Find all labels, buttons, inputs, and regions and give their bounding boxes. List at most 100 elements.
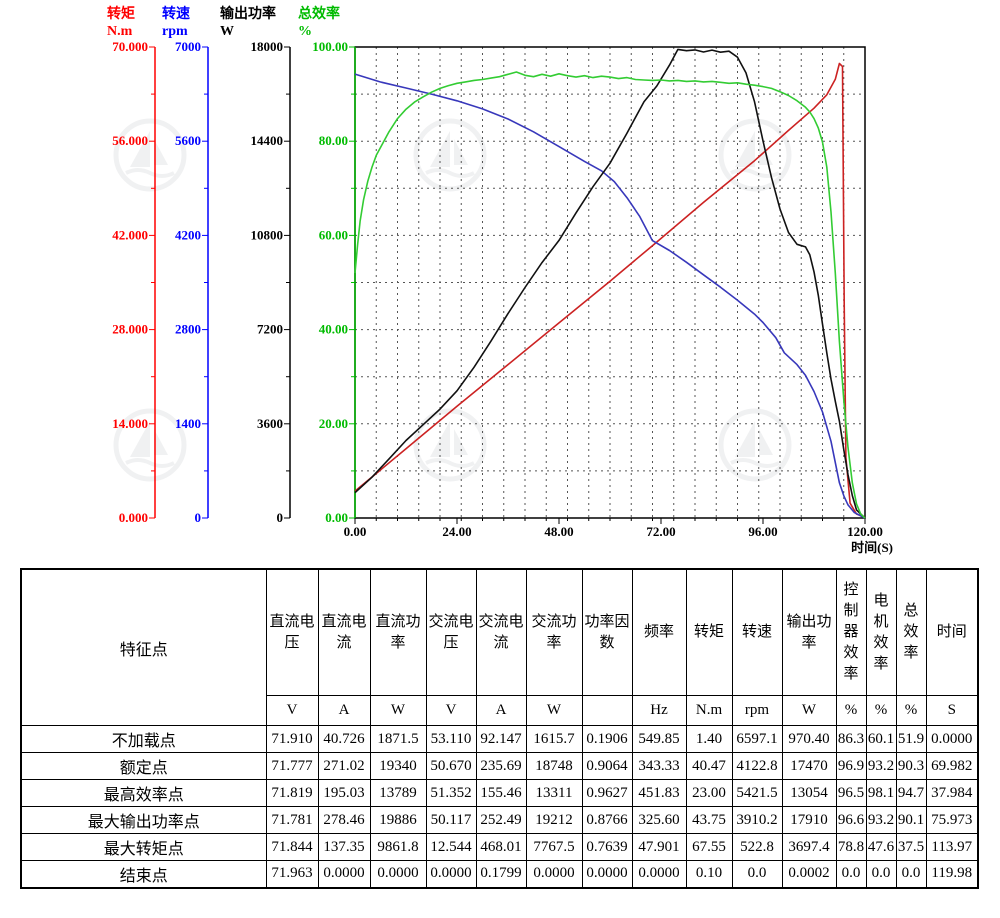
y-tick-label: 2800 <box>175 322 201 337</box>
column-header: 总效率 <box>895 568 927 696</box>
column-unit: % <box>895 695 927 726</box>
value-cell: 47.6 <box>865 833 897 861</box>
row-label: 额定点 <box>20 752 267 780</box>
value-cell: 51.9 <box>895 725 927 753</box>
value-cell: 37.984 <box>925 779 979 807</box>
column-header: 直流功率 <box>369 568 427 696</box>
value-cell: 271.02 <box>317 752 371 780</box>
table-row: 最高效率点 71.819 195.03 13789 51.352 155.46 13311 0… <box>20 779 979 807</box>
output-power-axis-unit: W <box>220 24 234 39</box>
value-cell: 98.1 <box>865 779 897 807</box>
value-cell: 93.2 <box>865 752 897 780</box>
value-cell: 9861.8 <box>369 833 427 861</box>
value-cell: 1615.7 <box>525 725 583 753</box>
value-cell: 3697.4 <box>781 833 837 861</box>
value-cell: 92.147 <box>475 725 527 753</box>
value-cell: 71.777 <box>265 752 319 780</box>
value-cell: 7767.5 <box>525 833 583 861</box>
speed-axis-header: 转速 rpm <box>162 6 190 40</box>
x-tick-label: 24.00 <box>442 524 471 539</box>
value-cell: 17470 <box>781 752 837 780</box>
value-cell: 71.781 <box>265 806 319 834</box>
value-cell: 51.352 <box>425 779 477 807</box>
column-unit: W <box>781 695 837 726</box>
y-tick-label: 0.000 <box>119 510 148 525</box>
series-output-power <box>354 48 866 519</box>
watermark-logo <box>110 115 190 200</box>
value-cell: 278.46 <box>317 806 371 834</box>
value-cell: 50.117 <box>425 806 477 834</box>
value-cell: 50.670 <box>425 752 477 780</box>
value-cell: 0.0000 <box>317 860 371 888</box>
value-cell: 67.55 <box>685 833 733 861</box>
y-tick-label: 80.00 <box>319 133 348 148</box>
y-tick-label: 56.000 <box>112 133 148 148</box>
value-cell: 96.9 <box>835 752 867 780</box>
value-cell: 119.98 <box>925 860 979 888</box>
column-unit: W <box>525 695 583 726</box>
x-tick-label: 120.00 <box>847 524 883 539</box>
value-cell: 71.963 <box>265 860 319 888</box>
value-cell: 0.7639 <box>581 833 633 861</box>
y-tick-label: 1400 <box>175 416 201 431</box>
table-row: 最大输出功率点 71.781 278.46 19886 50.117 252.49 1921… <box>20 806 979 834</box>
value-cell: 1871.5 <box>369 725 427 753</box>
y-tick-label: 4200 <box>175 227 201 242</box>
value-cell: 94.7 <box>895 779 927 807</box>
value-cell: 343.33 <box>631 752 687 780</box>
column-header: 功率因数 <box>581 568 633 696</box>
value-cell: 19886 <box>369 806 427 834</box>
y-tick-label: 14.000 <box>112 416 148 431</box>
value-cell: 5421.5 <box>731 779 783 807</box>
value-cell: 19212 <box>525 806 583 834</box>
column-unit: % <box>865 695 897 726</box>
value-cell: 0.0000 <box>369 860 427 888</box>
value-cell: 0.0000 <box>425 860 477 888</box>
column-header: 电机效率 <box>865 568 897 696</box>
column-header: 交流电流 <box>475 568 527 696</box>
y-tick-label: 7200 <box>257 322 283 337</box>
row-label: 最大转矩点 <box>20 833 267 861</box>
speed-axis-unit: rpm <box>162 24 188 39</box>
value-cell: 3910.2 <box>731 806 783 834</box>
value-cell: 13789 <box>369 779 427 807</box>
value-cell: 155.46 <box>475 779 527 807</box>
row-label: 不加载点 <box>20 725 267 753</box>
y-tick-label: 0 <box>277 510 284 525</box>
corner-header: 特征点 <box>20 568 267 726</box>
value-cell: 19340 <box>369 752 427 780</box>
value-cell: 69.982 <box>925 752 979 780</box>
value-cell: 0.0 <box>895 860 927 888</box>
column-unit: W <box>369 695 427 726</box>
column-header: 交流功率 <box>525 568 583 696</box>
value-cell: 71.819 <box>265 779 319 807</box>
value-cell: 0.0 <box>835 860 867 888</box>
column-header: 交流电压 <box>425 568 477 696</box>
value-cell: 235.69 <box>475 752 527 780</box>
value-cell: 43.75 <box>685 806 733 834</box>
value-cell: 78.8 <box>835 833 867 861</box>
watermark-logo <box>110 405 190 490</box>
value-cell: 0.1799 <box>475 860 527 888</box>
value-cell: 12.544 <box>425 833 477 861</box>
value-cell: 86.3 <box>835 725 867 753</box>
table-row: 最大转矩点 71.844 137.35 9861.8 12.544 468.01 7767.… <box>20 833 979 861</box>
column-header: 转矩 <box>685 568 733 696</box>
x-axis-title: 时间(S) <box>851 540 893 555</box>
value-cell: 75.973 <box>925 806 979 834</box>
efficiency-axis-unit: % <box>298 24 312 39</box>
y-tick-label: 7000 <box>175 39 201 54</box>
value-cell: 468.01 <box>475 833 527 861</box>
torque-axis-header: 转矩 N.m <box>107 6 135 40</box>
value-cell: 252.49 <box>475 806 527 834</box>
speed-axis-name: 转速 <box>162 7 190 22</box>
series-efficiency <box>354 71 866 519</box>
value-cell: 0.0000 <box>581 860 633 888</box>
value-cell: 195.03 <box>317 779 371 807</box>
value-cell: 0.9064 <box>581 752 633 780</box>
y-tick-label: 3600 <box>257 416 283 431</box>
value-cell: 60.1 <box>865 725 897 753</box>
y-tick-label: 40.00 <box>319 322 348 337</box>
column-unit <box>581 695 633 726</box>
value-cell: 17910 <box>781 806 837 834</box>
